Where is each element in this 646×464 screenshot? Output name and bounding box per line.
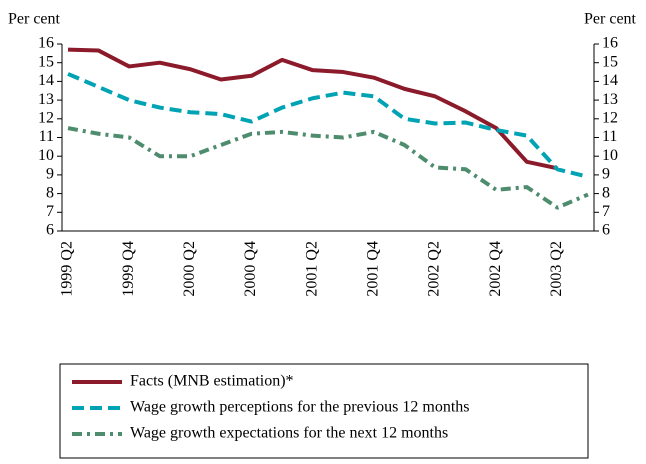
series-line (67, 72, 589, 179)
x-tick-label: 2002 Q4 (487, 241, 504, 297)
legend-label: Wage growth expectations for the next 12… (130, 425, 448, 442)
y2-tick-label: 13 (602, 91, 618, 108)
y-tick-label: 13 (38, 91, 54, 108)
y-tick-label: 7 (46, 203, 54, 220)
y2-tick-label: 9 (602, 166, 610, 183)
y-tick-label: 16 (38, 35, 54, 52)
x-tick-label: 2000 Q2 (181, 241, 198, 297)
x-tick-label: 2001 Q4 (365, 241, 382, 297)
y2-axis-label: Per cent (584, 11, 637, 28)
y2-tick-label: 8 (602, 184, 610, 201)
x-tick-label: 2000 Q4 (242, 241, 259, 297)
y-tick-label: 15 (38, 53, 54, 70)
legend-box (59, 363, 589, 459)
y-tick-label: 14 (38, 72, 54, 89)
y-tick-label: 12 (38, 109, 54, 126)
y-tick-label: 11 (39, 128, 54, 145)
y2-tick-label: 15 (602, 53, 618, 70)
series-line (67, 47, 558, 171)
legend-label: Wage growth perceptions for the previous… (130, 399, 470, 416)
y-axis-label: Per cent (8, 11, 61, 28)
y-tick-label: 9 (46, 166, 54, 183)
x-tick-label: 1999 Q2 (59, 241, 76, 297)
y2-tick-label: 12 (602, 109, 618, 126)
y2-tick-label: 14 (602, 72, 618, 89)
y2-tick-label: 6 (602, 222, 610, 239)
series-line (67, 126, 589, 210)
y-tick-label: 10 (38, 147, 54, 164)
y2-tick-label: 16 (602, 35, 618, 52)
y2-tick-label: 11 (602, 128, 617, 145)
y2-tick-label: 10 (602, 147, 618, 164)
y-tick-label: 6 (46, 222, 54, 239)
legend-label: Facts (MNB estimation)* (130, 373, 294, 390)
y2-tick-label: 7 (602, 203, 610, 220)
x-tick-label: 1999 Q4 (120, 241, 137, 297)
x-tick-label: 2003 Q2 (548, 241, 565, 297)
y-tick-label: 8 (46, 184, 54, 201)
x-tick-label: 2001 Q2 (303, 241, 320, 297)
x-tick-label: 2002 Q2 (426, 241, 443, 297)
